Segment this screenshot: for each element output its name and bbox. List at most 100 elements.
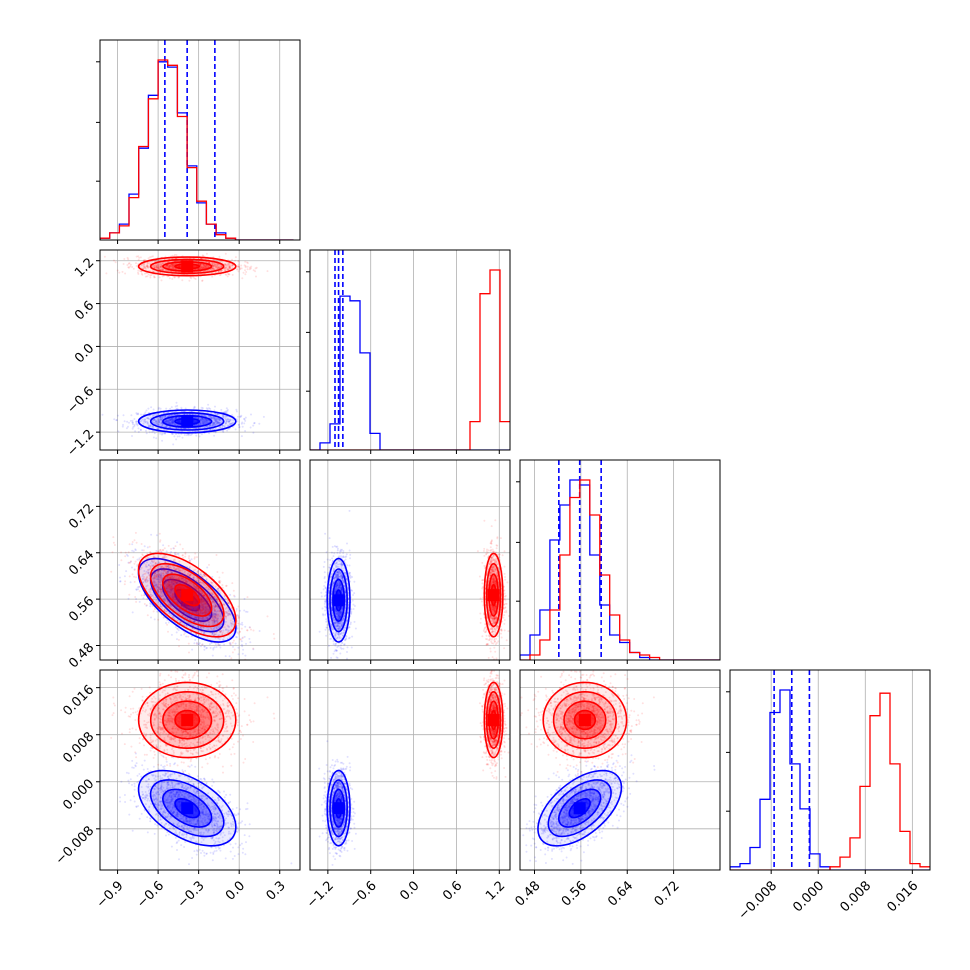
scatter-point — [178, 416, 181, 419]
scatter-point — [193, 430, 196, 433]
scatter-point — [231, 651, 234, 654]
scatter-point — [204, 429, 207, 432]
scatter-point — [187, 557, 190, 560]
scatter-point — [132, 556, 135, 559]
scatter-point — [240, 414, 243, 417]
scatter-point — [203, 419, 206, 422]
scatter-point — [165, 264, 168, 267]
scatter-point — [181, 436, 184, 439]
scatter-point — [167, 415, 170, 417]
scatter-point — [208, 425, 211, 428]
scatter-point — [214, 263, 217, 265]
scatter-point — [171, 419, 173, 422]
scatter-point — [153, 276, 156, 279]
scatter-point — [234, 256, 237, 259]
scatter-point — [183, 633, 186, 636]
scatter-point — [133, 423, 136, 426]
scatter-point — [175, 416, 178, 419]
scatter-point — [143, 263, 146, 266]
scatter-point — [135, 420, 138, 423]
y-tick-label: 0.6 — [72, 298, 97, 323]
scatter-point — [224, 269, 227, 272]
scatter-point — [146, 265, 149, 268]
panel-0-0 — [96, 39, 301, 244]
scatter-point — [214, 405, 216, 408]
scatter-point — [158, 276, 161, 279]
scatter-point — [165, 420, 168, 422]
scatter-point — [126, 256, 129, 259]
scatter-point — [216, 267, 219, 270]
scatter-point — [215, 266, 217, 269]
scatter-point — [171, 417, 174, 420]
scatter-point — [170, 421, 173, 424]
scatter-point — [171, 267, 174, 270]
scatter-point — [228, 420, 231, 423]
scatter-point — [198, 579, 201, 581]
scatter-point — [118, 564, 121, 566]
scatter-point — [158, 266, 161, 269]
scatter-point — [159, 432, 162, 435]
scatter-point — [146, 417, 149, 420]
scatter-point — [145, 265, 148, 267]
scatter-point — [159, 265, 162, 268]
scatter-point — [194, 278, 197, 280]
scatter-point — [212, 423, 215, 426]
scatter-point — [213, 263, 216, 266]
scatter-point — [170, 422, 173, 425]
scatter-point — [171, 418, 174, 421]
scatter-point — [150, 533, 153, 536]
scatter-point — [230, 423, 233, 425]
scatter-point — [193, 277, 196, 280]
scatter-point — [239, 267, 242, 270]
scatter-point — [224, 267, 226, 270]
scatter-point — [159, 416, 162, 419]
scatter-point — [203, 260, 206, 263]
scatter-point — [161, 263, 164, 266]
scatter-point — [227, 273, 230, 276]
scatter-point — [124, 551, 127, 554]
scatter-point — [172, 263, 175, 266]
scatter-point — [211, 263, 214, 266]
scatter-point — [220, 269, 223, 272]
scatter-point — [244, 273, 247, 276]
scatter-point — [159, 422, 162, 425]
scatter-point — [131, 435, 133, 437]
scatter-point — [176, 404, 179, 407]
scatter-point — [169, 418, 172, 421]
scatter-point — [170, 265, 173, 268]
scatter-point — [128, 262, 131, 265]
scatter-point — [224, 252, 227, 255]
scatter-point — [167, 266, 170, 269]
scatter-point — [147, 423, 150, 426]
scatter-point — [172, 264, 175, 267]
scatter-point — [175, 254, 178, 256]
scatter-point — [182, 630, 185, 633]
scatter-point — [169, 418, 172, 421]
scatter-point — [222, 431, 225, 433]
scatter-point — [155, 264, 158, 267]
scatter-point — [134, 548, 137, 551]
scatter-point — [227, 420, 230, 423]
scatter-point — [224, 263, 227, 266]
scatter-point — [151, 255, 154, 258]
scatter-point — [133, 575, 136, 578]
scatter-point — [156, 610, 159, 613]
scatter-point — [153, 266, 156, 269]
scatter-point — [190, 433, 193, 436]
scatter-point — [252, 424, 255, 427]
scatter-point — [172, 264, 174, 267]
scatter-point — [202, 264, 205, 267]
scatter-point — [240, 422, 243, 425]
scatter-point — [201, 407, 204, 410]
scatter-point — [181, 547, 184, 550]
scatter-point — [95, 420, 97, 422]
scatter-point — [196, 424, 198, 427]
scatter-point — [189, 276, 192, 279]
scatter-point — [193, 416, 196, 419]
scatter-point — [169, 264, 172, 267]
scatter-point — [112, 541, 115, 544]
scatter-point — [199, 263, 202, 265]
scatter-point — [146, 275, 149, 278]
scatter-point — [172, 266, 175, 269]
scatter-point — [214, 419, 217, 422]
